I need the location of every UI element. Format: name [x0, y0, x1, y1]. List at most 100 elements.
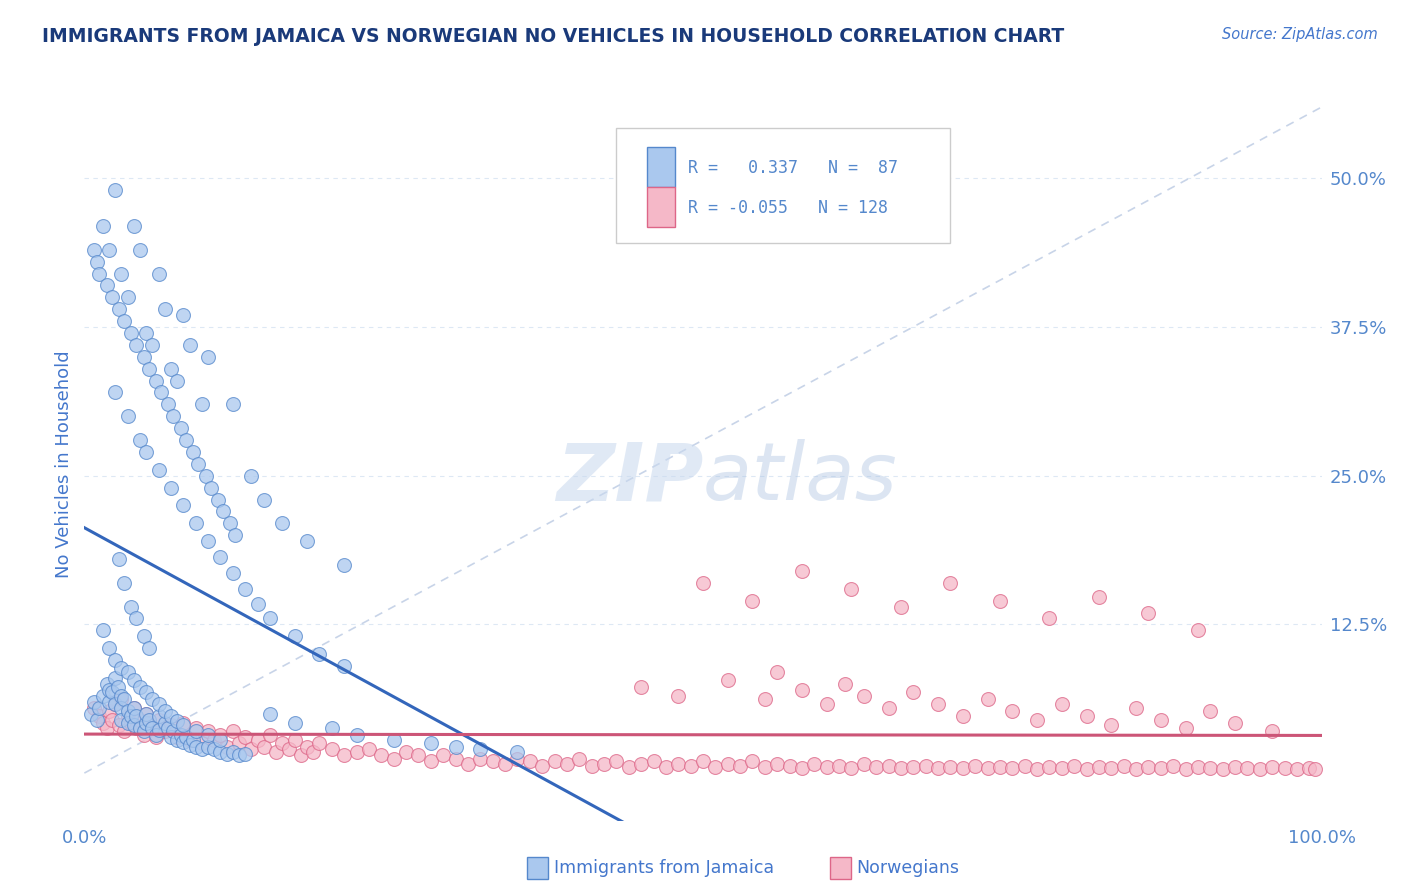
Point [1174, 721, 1197, 735]
Point [976, 761, 998, 775]
Point [333, 748, 356, 763]
Point [191, 736, 214, 750]
Point [172, 716, 194, 731]
Point [965, 759, 987, 773]
Point [1305, 763, 1327, 777]
Point [91, 219, 114, 233]
Point [117, 716, 139, 731]
Point [253, 492, 276, 507]
Point [841, 761, 863, 775]
Point [148, 723, 170, 738]
Point [141, 721, 163, 735]
Point [222, 566, 245, 581]
Point [100, 713, 122, 727]
Point [125, 721, 148, 735]
Point [1285, 763, 1308, 777]
Point [209, 745, 232, 759]
Point [104, 697, 127, 711]
Point [197, 739, 219, 754]
Point [754, 760, 776, 774]
Point [333, 659, 356, 673]
Point [457, 756, 479, 771]
Point [162, 724, 184, 739]
Text: ZIP: ZIP [555, 439, 703, 517]
Point [264, 745, 287, 759]
Point [1099, 718, 1122, 732]
Point [170, 728, 193, 742]
Point [1112, 759, 1135, 773]
Point [692, 754, 714, 768]
Point [83, 700, 105, 714]
Point [593, 756, 616, 771]
Point [271, 736, 294, 750]
Point [903, 685, 925, 699]
Point [834, 677, 856, 691]
Point [166, 714, 188, 728]
Point [543, 754, 565, 768]
Point [110, 700, 132, 714]
Point [132, 728, 155, 742]
Point [129, 243, 152, 257]
Point [766, 665, 789, 679]
Point [98, 695, 121, 709]
Point [132, 350, 155, 364]
Point [191, 397, 214, 411]
Point [321, 742, 343, 756]
Point [148, 267, 170, 281]
Point [976, 692, 998, 706]
Point [555, 756, 578, 771]
Point [166, 731, 188, 745]
Point [927, 697, 949, 711]
Point [395, 745, 418, 759]
Point [741, 754, 763, 768]
Bar [647, 187, 675, 227]
Point [790, 682, 813, 697]
Point [179, 338, 201, 352]
Point [89, 700, 111, 714]
Point [253, 739, 276, 754]
Y-axis label: No Vehicles in Household: No Vehicles in Household [55, 350, 73, 578]
Point [209, 549, 232, 564]
Point [1014, 759, 1036, 773]
Point [104, 697, 127, 711]
Point [96, 721, 118, 735]
Point [271, 516, 294, 531]
Point [939, 760, 962, 774]
Point [284, 716, 307, 731]
Point [914, 759, 936, 773]
Point [308, 736, 330, 750]
Point [1050, 761, 1073, 775]
Point [259, 706, 281, 721]
Point [1125, 763, 1147, 777]
Point [877, 700, 900, 714]
Point [1050, 697, 1073, 711]
Point [333, 558, 356, 572]
Point [655, 760, 678, 774]
Point [277, 742, 299, 756]
Point [197, 724, 219, 739]
Point [153, 716, 176, 731]
Point [110, 692, 132, 706]
Point [100, 290, 122, 304]
Point [228, 748, 250, 763]
Point [1298, 761, 1320, 775]
Point [1026, 763, 1049, 777]
Point [246, 732, 269, 747]
Point [803, 756, 825, 771]
Point [145, 374, 167, 388]
Point [246, 597, 269, 611]
Point [1249, 763, 1271, 777]
Point [1236, 761, 1258, 775]
Point [988, 593, 1011, 607]
Point [1026, 713, 1049, 727]
Point [135, 716, 157, 731]
Point [86, 254, 108, 268]
Point [181, 732, 204, 747]
Text: Source: ZipAtlas.com: Source: ZipAtlas.com [1222, 27, 1378, 42]
Point [112, 575, 135, 590]
Point [432, 748, 454, 763]
Point [141, 692, 163, 706]
Point [222, 397, 245, 411]
Point [129, 681, 152, 695]
Point [1137, 760, 1160, 774]
